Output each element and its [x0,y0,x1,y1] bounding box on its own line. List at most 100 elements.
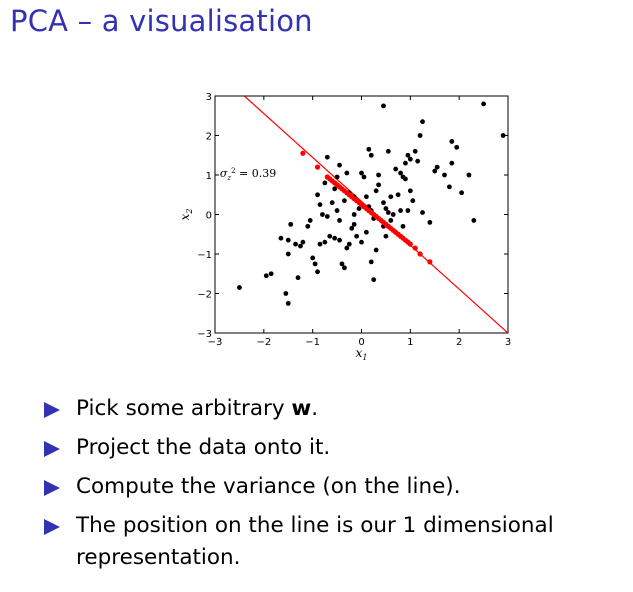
data-point [334,208,340,213]
data-point [398,170,403,176]
data-point [334,174,340,180]
data-point [410,198,416,204]
x-tick-label: −2 [256,337,271,348]
data-point [403,160,408,166]
data-point [383,233,389,239]
x-tick-label: 2 [456,337,462,348]
data-point [381,103,386,109]
data-point [337,218,342,223]
data-point [337,162,342,168]
data-point [373,188,379,194]
data-point [420,119,425,125]
data-point [376,182,381,188]
data-point [368,152,374,158]
data-point [322,180,328,186]
data-point [417,133,423,138]
data-point [298,243,303,249]
data-point [310,255,316,261]
data-point [351,212,357,217]
y-tick-label: 2 [206,132,212,143]
data-point [432,168,438,174]
data-point [285,251,291,257]
data-point [359,170,364,176]
data-point [405,208,411,213]
data-point [349,225,355,231]
scatter-chart: −3 −2 −1 0 1 2 3 −3 −2 −1 0 1 2 3 x1 x2 σz2 = 0.39 [178,92,511,362]
bullet-text: w [291,396,312,421]
plot-area: −3 −2 −1 0 1 2 3 −3 −2 −1 0 1 2 3 x1 x2 σz2 = 0.39 [178,92,511,362]
bullet-text: Compute the variance (on the line). [76,474,461,499]
data-point [354,233,360,239]
data-point [361,174,367,180]
y-tick-label: −2 [197,290,212,301]
y-tick-label: 1 [206,171,212,182]
data-point [459,190,465,196]
data-point [307,218,313,223]
data-point [371,277,377,283]
data-point [388,218,394,223]
data-point [288,221,294,227]
variance-annotation: σz2 = 0.39 [220,167,276,182]
data-point [351,221,357,227]
data-point [305,223,311,229]
data-point [466,172,472,178]
y-axis-label: x2 [178,209,194,221]
y-tick-label: 3 [206,92,212,103]
bullet-text: The position on the line is our 1 dimens… [76,513,554,570]
data-point [263,273,269,279]
bullet-list: Pick some arbitrary w. Project the data o… [44,393,586,581]
bullet-item: Pick some arbitrary w. [44,393,586,425]
data-point [339,261,345,267]
data-point [300,239,306,245]
data-point [388,194,394,200]
data-point [449,160,455,166]
bullet-arrow-icon [44,441,60,457]
projected-point [412,245,418,251]
y-tick-label: 0 [206,211,212,222]
data-point [283,291,289,296]
x-tick-label: −3 [208,337,223,348]
data-point [447,184,452,190]
data-point [363,194,369,200]
bullet-item: The position on the line is our 1 dimens… [44,510,586,574]
data-point [285,237,291,243]
data-point [342,198,347,204]
data-point [381,200,386,206]
bullet-arrow-icon [44,480,60,496]
x-tick-label: 0 [358,337,364,348]
x-axis-label: x1 [356,346,368,362]
data-point [324,214,330,219]
data-point [312,261,318,267]
data-point [407,188,413,194]
data-point [237,285,242,290]
data-point [412,148,418,154]
data-point [420,210,425,215]
projected-point [300,150,306,156]
data-point [332,235,338,241]
projected-point [314,164,321,170]
projected-point [407,241,413,247]
data-point [346,241,352,247]
bullet-item: Compute the variance (on the line). [44,471,586,503]
data-point [315,269,320,275]
data-point [315,192,320,198]
data-point [405,152,411,158]
data-point [324,154,330,160]
data-point [344,170,350,176]
data-point [332,186,338,192]
bullet-arrow-icon [44,519,60,535]
data-point [376,172,381,178]
data-point [285,300,291,306]
data-point [403,176,408,182]
data-point [356,206,362,211]
data-point [320,212,325,217]
data-point [363,229,369,235]
data-point [268,271,274,277]
bullet-text: Pick some arbitrary [76,396,292,421]
data-point [407,156,413,162]
data-point [449,139,455,144]
data-point [385,148,391,154]
data-point [366,146,372,152]
data-point [322,239,328,245]
plot-frame [214,95,509,334]
